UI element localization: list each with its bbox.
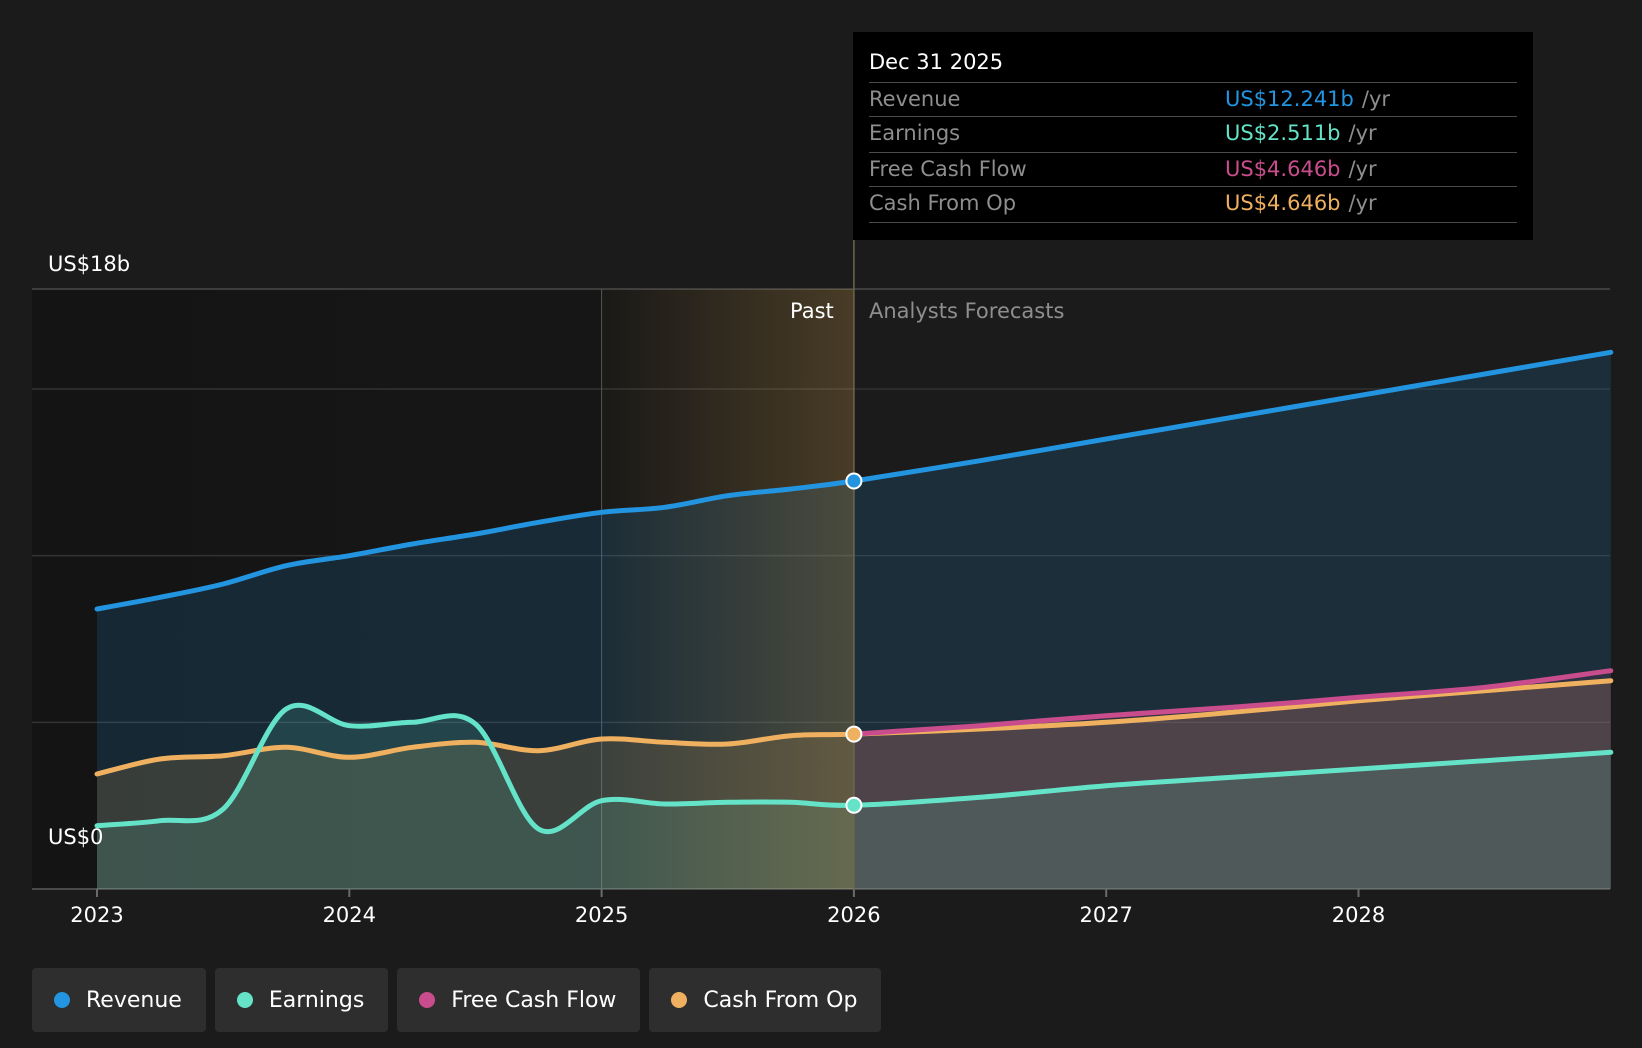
x-tick-label: 2025 [575,903,628,927]
forecast-label: Analysts Forecasts [869,299,1065,323]
legend: Revenue Earnings Free Cash Flow Cash Fro… [32,968,882,1032]
tooltip-label: Revenue [869,87,961,111]
tooltip-divider [869,222,1517,223]
legend-dot-icon [236,992,253,1008]
legend-dot-icon [419,992,436,1008]
tooltip-label: Free Cash Flow [869,157,1027,181]
past-highlight [601,289,854,889]
earnings-marker [845,796,863,814]
x-tick-label: 2026 [827,903,880,927]
tooltip-unit: /yr [1348,191,1377,215]
hover-markers [845,472,863,814]
tooltip-value: US$4.646b [1225,191,1341,215]
free-cash-flow-line [851,668,1614,737]
tooltip-unit: /yr [1348,121,1377,145]
tooltip-value: US$2.511b [1225,121,1341,145]
tooltip-unit: /yr [1348,157,1377,181]
cash-from-op-line [94,678,1614,777]
y-axis-bottom-label: US$0 [48,825,104,849]
tooltip-value: US$4.646b [1225,157,1341,181]
legend-label: Earnings [268,987,365,1013]
legend-label: Revenue [86,987,182,1013]
legend-item-free-cash-flow[interactable]: Free Cash Flow [397,968,641,1032]
legend-dot-icon [671,992,688,1008]
revenue-marker [845,472,863,490]
earnings-area [97,705,1611,889]
legend-label: Cash From Op [703,987,858,1013]
x-tick-label: 2028 [1332,903,1385,927]
tooltip-row-free-cash-flow: Free Cash Flow US$4.646b/yr [869,152,1517,187]
tooltip-row-cash-from-op: Cash From Op US$4.646b/yr [869,186,1517,221]
revenue-line [94,349,1614,612]
x-tick-label: 2027 [1079,903,1132,927]
legend-item-earnings[interactable]: Earnings [214,968,389,1032]
tooltip-unit: /yr [1361,87,1391,111]
tooltip-row-earnings: Earnings US$2.511b/yr [869,116,1517,151]
tooltip-label: Earnings [869,121,961,145]
legend-label: Free Cash Flow [451,987,617,1013]
tooltip-label: Cash From Op [869,191,1017,215]
legend-dot-icon [54,992,70,1008]
x-tick-label: 2023 [70,903,123,927]
series-lines [94,349,1614,834]
tooltip-value: US$12.241b [1225,87,1354,111]
cash-from-op-marker [845,725,863,743]
y-axis-top-label: US$18b [48,252,131,276]
x-tick-label: 2024 [323,903,376,927]
legend-item-revenue[interactable]: Revenue [32,968,206,1032]
x-axis: 2023 2024 2025 2026 2027 2028 [70,889,1385,927]
tooltip-row-revenue: Revenue US$12.241b/yr [869,82,1517,117]
legend-item-cash-from-op[interactable]: Cash From Op [649,968,882,1032]
earnings-line [94,702,1614,834]
past-label: Past [790,299,834,323]
tooltip-date: Dec 31 2025 [869,50,1004,74]
tooltip: Dec 31 2025 Revenue US$12.241b/yr Earnin… [853,32,1533,240]
